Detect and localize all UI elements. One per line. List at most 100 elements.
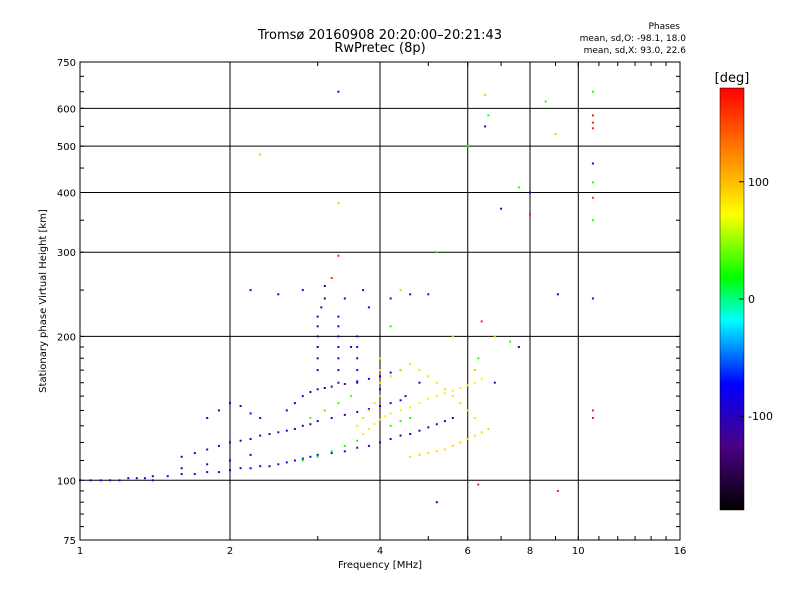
- data-point: [591, 219, 594, 222]
- data-point: [466, 409, 469, 412]
- data-point: [309, 417, 312, 419]
- data-point: [229, 441, 231, 444]
- data-point: [477, 357, 480, 360]
- data-point: [180, 455, 183, 458]
- data-point: [356, 410, 359, 413]
- data-point: [591, 162, 594, 165]
- colorbar-tick-label: -100: [748, 410, 773, 423]
- data-point: [556, 293, 559, 296]
- data-point: [249, 438, 252, 440]
- y-axis-label: Stationary phase Virtual Height [km]: [38, 209, 49, 393]
- data-point: [466, 145, 469, 148]
- data-point: [151, 475, 154, 478]
- data-point: [193, 473, 196, 476]
- data-point: [466, 384, 469, 387]
- data-point: [229, 469, 231, 472]
- y-tick-label: 200: [57, 332, 76, 343]
- data-point: [356, 335, 359, 338]
- data-point: [229, 459, 231, 462]
- data-point: [180, 473, 183, 476]
- data-point: [259, 434, 262, 437]
- chart-title: Tromsø 20160908 20:20:00–20:21:43: [257, 28, 503, 43]
- data-point: [285, 429, 288, 432]
- data-point: [143, 477, 146, 480]
- data-point: [367, 409, 370, 412]
- data-point: [466, 438, 469, 440]
- data-point: [206, 471, 209, 474]
- data-point: [435, 450, 438, 453]
- data-point: [443, 420, 446, 423]
- data-point: [356, 346, 359, 348]
- data-point: [330, 385, 333, 388]
- data-point: [389, 375, 392, 378]
- data-point: [301, 457, 304, 460]
- data-point: [451, 395, 454, 398]
- data-point: [323, 387, 326, 389]
- data-point: [323, 409, 326, 412]
- data-point: [554, 133, 557, 136]
- data-point: [127, 477, 130, 480]
- data-point: [206, 463, 209, 466]
- y-tick-label: 75: [63, 536, 76, 547]
- data-point: [293, 402, 296, 405]
- y-tick-label: 400: [57, 188, 76, 199]
- data-point: [356, 439, 359, 442]
- data-point: [379, 418, 381, 421]
- data-point: [451, 444, 454, 447]
- data-point: [379, 375, 381, 378]
- data-point: [277, 431, 280, 434]
- data-point: [259, 153, 262, 156]
- data-point: [249, 467, 252, 470]
- phase-summary-x: mean, sd,X: 93.0, 22.6: [583, 46, 686, 56]
- data-point: [418, 402, 421, 405]
- data-point: [493, 381, 496, 384]
- data-point: [473, 417, 476, 419]
- data-point: [480, 320, 483, 323]
- data-point: [259, 417, 262, 419]
- data-point: [362, 289, 365, 292]
- data-point: [373, 423, 376, 426]
- data-point: [389, 371, 392, 374]
- chart-subtitle: RwPretec (8p): [334, 41, 426, 56]
- data-point: [399, 434, 402, 437]
- data-point: [356, 357, 359, 360]
- data-point: [343, 413, 346, 416]
- data-point: [316, 315, 319, 318]
- data-point: [109, 479, 112, 482]
- data-point: [343, 297, 346, 300]
- data-point: [459, 387, 462, 389]
- data-point: [301, 395, 304, 398]
- data-point: [323, 285, 326, 287]
- grid-lines: [80, 62, 680, 540]
- data-point: [330, 277, 333, 279]
- data-point: [249, 412, 252, 415]
- data-point: [409, 433, 412, 435]
- data-point: [301, 424, 304, 427]
- data-point: [451, 389, 454, 392]
- data-point: [435, 381, 438, 384]
- data-point: [217, 409, 220, 412]
- x-tick-label: 1: [77, 546, 83, 557]
- data-point: [379, 369, 381, 372]
- data-point: [367, 377, 370, 380]
- x-axis-ticks: 1 2 4 6 8 10 16: [77, 62, 686, 557]
- data-point: [166, 475, 169, 478]
- data-point: [316, 346, 319, 348]
- data-point: [418, 381, 421, 384]
- data-point: [418, 453, 421, 456]
- data-point: [316, 455, 319, 458]
- data-point: [309, 423, 312, 426]
- colorbar-tick-label: 0: [748, 293, 755, 306]
- data-point: [356, 380, 359, 383]
- data-point: [435, 395, 438, 398]
- data-point: [350, 395, 353, 398]
- data-point: [337, 381, 340, 384]
- y-tick-label: 600: [57, 104, 76, 115]
- data-point: [487, 428, 490, 430]
- data-point: [301, 289, 304, 292]
- data-point: [493, 335, 496, 338]
- data-point: [277, 463, 280, 466]
- data-point: [367, 428, 370, 430]
- data-point: [459, 441, 462, 444]
- data-point: [509, 340, 512, 343]
